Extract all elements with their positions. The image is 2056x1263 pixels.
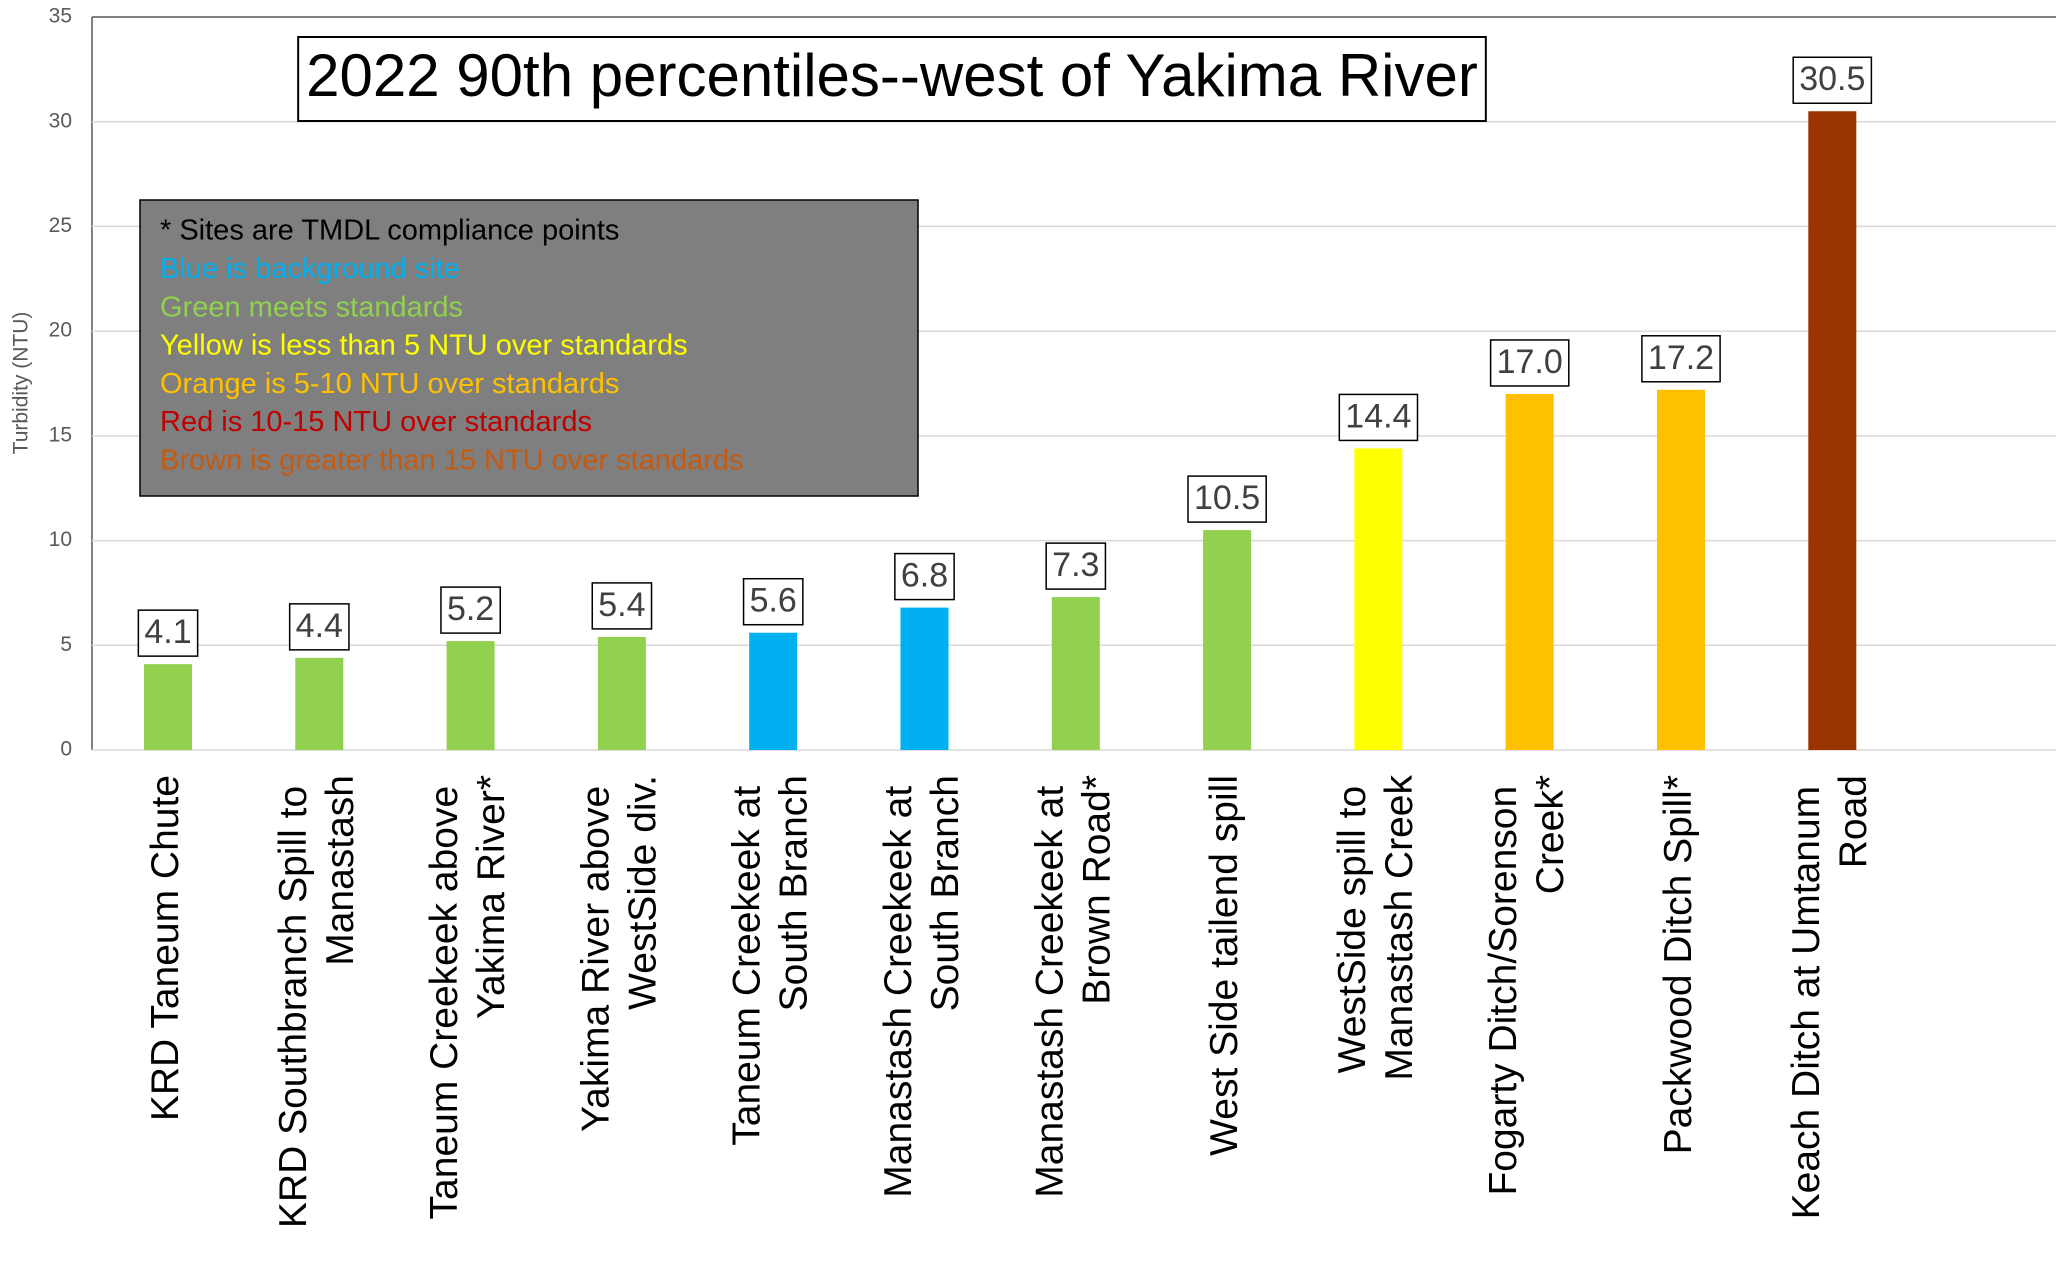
y-tick-label: 35 <box>49 5 72 28</box>
y-tick-label: 20 <box>49 319 72 342</box>
bar <box>1505 393 1554 750</box>
y-tick-label: 5 <box>60 633 72 656</box>
value-label: 5.2 <box>447 590 494 628</box>
value-label: 5.6 <box>750 582 797 620</box>
legend-note: Brown is greater than 15 NTU over standa… <box>160 444 744 476</box>
x-tick-label-line: Creek* <box>1529 775 1572 894</box>
x-tick-label-line: West Side tailend spill <box>1203 775 1246 1156</box>
bar <box>749 632 798 750</box>
value-label: 5.4 <box>598 586 645 624</box>
x-tick-label: West Side tailend spill <box>1203 775 1246 1156</box>
title-box <box>297 36 1487 122</box>
x-tick-label: Keach Ditch at Umtanum Road <box>1785 775 1875 1219</box>
value-label-box <box>591 582 653 630</box>
bar <box>144 664 192 750</box>
x-tick-label-line: Keach Ditch at Umtanum <box>1785 775 1828 1219</box>
x-tick-label-line: KRD Taneum Chute <box>144 775 187 1121</box>
x-tick-label-line: South Branch <box>773 775 816 1011</box>
bar <box>446 641 495 750</box>
legend-note: Yellow is less than 5 NTU over standards <box>160 330 688 362</box>
x-tick-label-line: Taneum Creekeek at <box>726 775 769 1146</box>
x-tick-label: KRD Southbranch Spill to Manastash <box>272 775 362 1228</box>
bar <box>1051 597 1100 750</box>
bar <box>1808 111 1857 750</box>
bar <box>1203 530 1252 750</box>
x-tick-label-line: Manastash Creek <box>1378 775 1421 1081</box>
value-label-box <box>894 552 955 601</box>
value-label-box <box>1187 475 1267 523</box>
y-tick-label: 0 <box>60 738 72 761</box>
value-label: 6.8 <box>901 557 948 595</box>
bar <box>597 636 646 750</box>
y-tick-label: 10 <box>49 528 72 551</box>
x-tick-label-line: Yakima River* <box>470 775 513 1019</box>
value-label: 30.5 <box>1799 60 1865 98</box>
y-tick-label: 30 <box>49 109 72 132</box>
value-label-box <box>137 609 199 657</box>
y-tick-label: 25 <box>49 214 72 237</box>
x-tick-label-line: Manastash <box>319 775 362 966</box>
x-tick-label-line: Taneum Creekeek above <box>423 775 466 1219</box>
legend-note: Orange is 5-10 NTU over standards <box>160 368 619 400</box>
x-tick-label-line: Manastash Creekeek at <box>877 775 920 1198</box>
x-tick-label-line: South Branch <box>924 775 967 1011</box>
x-tick-label: Taneum Creekeek at South Branch <box>726 775 816 1146</box>
y-axis-title: Turbidity (NTU) <box>10 312 33 455</box>
bar <box>1354 448 1403 750</box>
x-tick-label: WestSide spill to Manastash Creek <box>1331 775 1421 1081</box>
bar <box>900 607 949 750</box>
value-label-box <box>1792 56 1873 104</box>
value-label-box <box>1045 542 1107 590</box>
legend-box <box>139 199 919 497</box>
x-tick-label: Packwood Ditch Spill* <box>1657 775 1700 1154</box>
x-tick-label: KRD Taneum Chute <box>144 775 187 1121</box>
x-tick-label-line: Manastash Creekeek at <box>1029 775 1072 1198</box>
value-label: 14.4 <box>1345 397 1411 435</box>
legend-note: Red is 10-15 NTU over standards <box>160 406 592 438</box>
x-tick-label-line: Brown Road* <box>1076 775 1119 1005</box>
x-tick-label: Manastash Creekeek at South Branch <box>877 775 967 1198</box>
value-label: 7.3 <box>1052 546 1099 584</box>
x-tick-label: Manastash Creekeek at Brown Road* <box>1029 775 1119 1198</box>
chart-title: 2022 90th percentiles--west of Yakima Ri… <box>306 42 1478 109</box>
value-label: 17.2 <box>1648 339 1714 377</box>
y-tick-label: 15 <box>49 423 72 446</box>
value-label: 4.4 <box>296 607 343 645</box>
x-tick-label: Yakima River above WestSide div. <box>575 775 665 1132</box>
value-label: 10.5 <box>1194 479 1260 517</box>
x-tick-label-line: Yakima River above <box>575 775 618 1132</box>
value-label: 17.0 <box>1497 343 1563 381</box>
x-tick-label: Fogarty Ditch/Sorenson Creek* <box>1482 775 1572 1196</box>
value-label-box <box>1489 339 1570 387</box>
x-tick-label-line: WestSide spill to <box>1331 775 1374 1073</box>
x-tick-label-line: WestSide div. <box>622 775 665 1010</box>
x-tick-label-line: Packwood Ditch Spill* <box>1657 775 1700 1154</box>
bar <box>295 657 344 750</box>
value-label-box <box>742 577 804 626</box>
legend-note: Blue is background site <box>160 253 460 285</box>
value-label-box <box>440 586 501 634</box>
x-tick-label-line: Fogarty Ditch/Sorenson <box>1482 775 1525 1196</box>
bar <box>1657 389 1705 750</box>
legend-note: * Sites are TMDL compliance points <box>160 215 619 247</box>
x-tick-label-line: KRD Southbranch Spill to <box>272 775 315 1228</box>
value-label-box <box>288 603 350 651</box>
value-label-box <box>1338 393 1419 442</box>
x-tick-label: Taneum Creekeek above Yakima River* <box>423 775 513 1219</box>
value-label: 4.1 <box>144 613 191 651</box>
x-tick-label-line: Road <box>1832 775 1875 868</box>
value-label-box <box>1641 335 1721 383</box>
legend-note: Green meets standards <box>160 291 463 323</box>
